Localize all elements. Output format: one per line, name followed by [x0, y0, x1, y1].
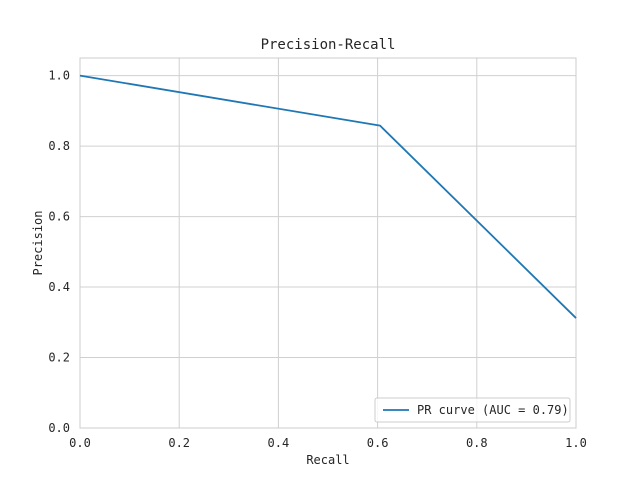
y-axis-label: Precision [31, 210, 45, 275]
legend: PR curve (AUC = 0.79) [374, 397, 571, 423]
grid-layer [79, 58, 577, 429]
legend-box [374, 397, 571, 423]
y-tick-label: 0.2 [48, 351, 70, 365]
tick-label-layer: 0.0 0.2 0.4 0.6 0.8 1.0 0.0 0.2 0.4 0.6 0.8 1.0 [48, 69, 587, 450]
y-tick-label: 0.0 [48, 421, 70, 435]
x-tick-label: 0.8 [466, 436, 488, 450]
x-axis-label: Recall [306, 453, 349, 467]
series-layer [79, 74, 577, 319]
x-tick-label: 1.0 [565, 436, 587, 450]
x-tick-label: 0.6 [367, 436, 389, 450]
series-line-pr-curve [79, 74, 577, 319]
y-tick-label: 0.4 [48, 280, 70, 294]
axes-frame [79, 57, 577, 429]
x-tick-label: 0.4 [268, 436, 290, 450]
x-tick-label: 0.2 [168, 436, 190, 450]
y-tick-label: 0.8 [48, 139, 70, 153]
y-tick-label: 0.6 [48, 210, 70, 224]
legend-label-pr-curve: PR curve (AUC = 0.79) [417, 403, 569, 417]
chart-title: Precision-Recall [261, 37, 396, 53]
y-tick-label: 1.0 [48, 69, 70, 83]
x-tick-label: 0.0 [69, 436, 91, 450]
